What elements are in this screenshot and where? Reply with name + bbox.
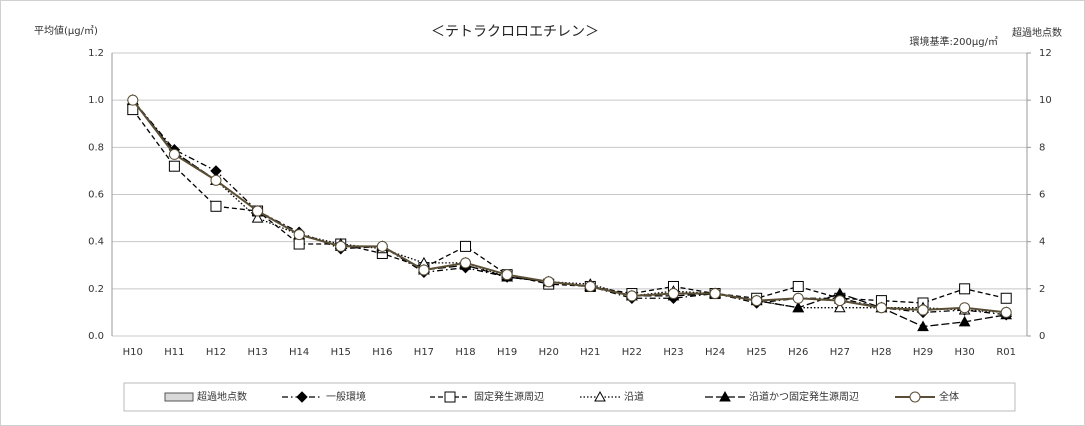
point — [210, 174, 222, 186]
y2-tick-label: 6 — [1039, 190, 1045, 201]
y2-tick-label: 12 — [1039, 48, 1052, 59]
y2-tick-label: 4 — [1039, 237, 1045, 248]
point — [709, 288, 721, 300]
y-tick-label: 0.6 — [88, 190, 104, 201]
point — [293, 238, 305, 250]
x-tick-label: H13 — [247, 347, 267, 358]
y2-tick-label: 10 — [1039, 95, 1052, 106]
y-axis-title: 平均値(μg/㎥) — [34, 24, 98, 37]
series-line — [132, 99, 1007, 316]
point — [376, 240, 388, 252]
legend-marker — [296, 391, 308, 403]
point — [667, 288, 679, 300]
point — [251, 212, 264, 223]
y-tick-label: 0.4 — [88, 237, 104, 248]
x-tick-label: H27 — [830, 347, 850, 358]
legend-label: 超過地点数 — [197, 390, 247, 403]
point — [917, 304, 929, 316]
point — [252, 205, 264, 217]
point — [792, 301, 805, 313]
chart-title: ＜テトラクロロエチレン＞ — [431, 24, 599, 40]
legend-marker — [909, 391, 921, 403]
x-tick-label: H17 — [414, 347, 434, 358]
point — [293, 229, 305, 241]
y-tick-label: 1.2 — [88, 48, 104, 59]
annotation: 環境基準:200μg/㎥ — [909, 35, 998, 48]
point — [543, 276, 555, 288]
legend-label: 全体 — [939, 390, 959, 403]
legend-label: 沿道かつ固定発生源周辺 — [749, 390, 859, 403]
series-line — [132, 109, 1007, 304]
x-tick-label: H11 — [164, 347, 184, 358]
x-tick-label: R01 — [996, 347, 1016, 358]
y2-tick-label: 0 — [1039, 331, 1045, 342]
x-tick-label: H25 — [747, 347, 767, 358]
point — [959, 302, 971, 314]
y2-tick-label: 8 — [1039, 142, 1045, 153]
point — [875, 302, 887, 314]
x-tick-label: H24 — [705, 347, 725, 358]
x-tick-label: H26 — [788, 347, 808, 358]
point — [834, 295, 846, 307]
point — [335, 240, 347, 252]
x-tick-label: H22 — [622, 347, 642, 358]
x-tick-label: H10 — [123, 347, 143, 358]
point — [210, 200, 222, 212]
point — [959, 283, 971, 295]
x-tick-label: H21 — [580, 347, 600, 358]
y-tick-label: 0.8 — [88, 142, 104, 153]
point — [168, 148, 180, 160]
x-tick-label: H14 — [289, 347, 309, 358]
series-line — [132, 99, 1007, 314]
point — [584, 280, 596, 292]
point — [1000, 292, 1012, 304]
point — [792, 280, 804, 292]
legend-marker — [594, 390, 606, 402]
point — [1000, 306, 1012, 318]
x-tick-label: H28 — [871, 347, 891, 358]
point — [501, 269, 513, 281]
x-tick-label: H19 — [497, 347, 517, 358]
y2-tick-label: 2 — [1039, 284, 1045, 295]
y-tick-label: 0.2 — [88, 284, 104, 295]
point — [792, 292, 804, 304]
x-tick-label: H15 — [331, 347, 351, 358]
x-tick-label: H16 — [372, 347, 392, 358]
x-tick-label: H29 — [913, 347, 933, 358]
point — [626, 290, 638, 302]
x-tick-label: H20 — [539, 347, 559, 358]
point — [168, 160, 180, 172]
y-tick-label: 1.0 — [88, 95, 104, 106]
x-tick-label: H18 — [455, 347, 475, 358]
point — [418, 264, 430, 276]
legend-label: 沿道 — [624, 390, 644, 403]
legend-label: 固定発生源周辺 — [474, 390, 544, 403]
point — [460, 240, 472, 252]
legend-marker — [444, 391, 456, 403]
legend-marker — [719, 390, 731, 402]
legend-label: 一般環境 — [326, 390, 366, 403]
x-tick-label: H23 — [663, 347, 683, 358]
legend-box — [123, 382, 1016, 412]
series-line — [132, 99, 1007, 314]
point — [958, 315, 971, 327]
x-tick-label: H12 — [206, 347, 226, 358]
point — [127, 94, 139, 106]
point — [833, 301, 846, 313]
y2-axis-title: 超過地点数 — [1012, 26, 1062, 39]
legend-swatch — [164, 392, 194, 402]
point — [751, 295, 763, 307]
x-tick-label: H30 — [954, 347, 974, 358]
y-tick-label: 0.0 — [88, 331, 104, 342]
point — [460, 257, 472, 269]
point — [917, 320, 929, 332]
